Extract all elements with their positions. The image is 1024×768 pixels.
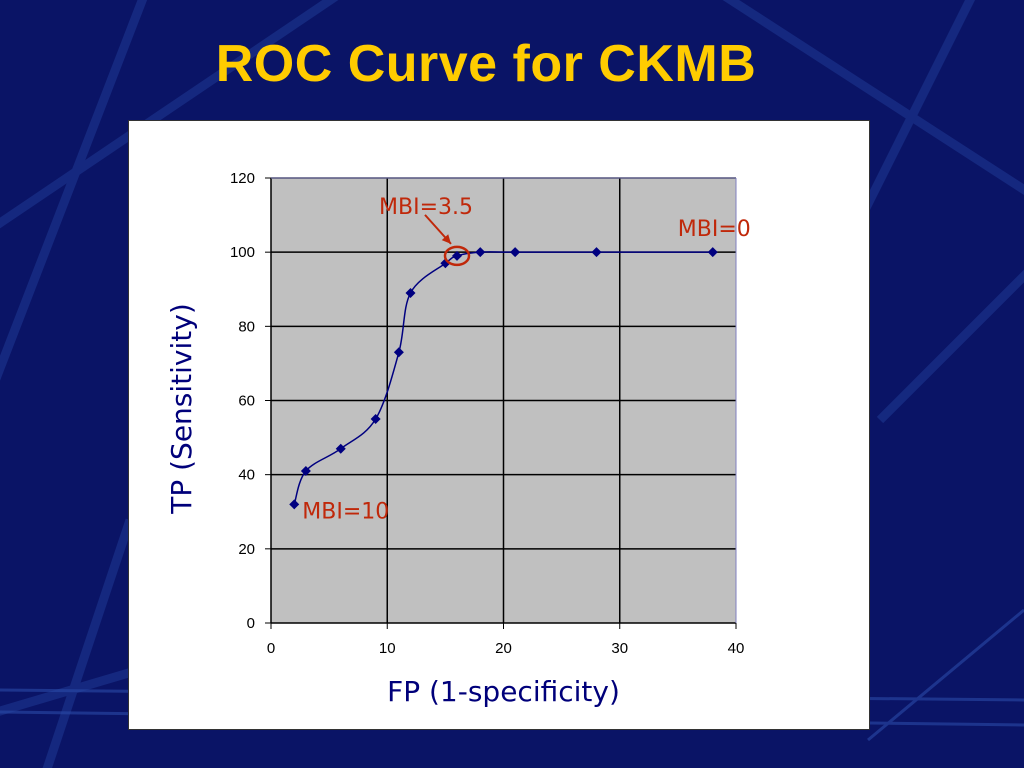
x-tick-label: 40 <box>728 640 745 657</box>
data-point-marker <box>707 247 718 258</box>
y-tick-label: 20 <box>238 541 255 558</box>
x-tick-label: 10 <box>379 640 396 657</box>
y-tick-label: 80 <box>238 318 255 335</box>
x-tick-label: 0 <box>267 640 275 657</box>
x-tick-label: 30 <box>611 640 628 657</box>
y-tick-label: 0 <box>247 615 255 632</box>
data-point-marker <box>370 414 381 425</box>
annotation-label: MBI=10 <box>302 499 389 524</box>
data-point-marker <box>405 287 416 298</box>
data-point-marker <box>452 250 462 261</box>
axes <box>265 177 737 629</box>
data-point-marker <box>393 347 404 358</box>
x-axis-title: FP (1-specificity) <box>387 675 620 708</box>
x-tick-label: 20 <box>495 640 512 657</box>
roc-data-points <box>289 247 718 510</box>
data-point-marker <box>300 465 311 476</box>
roc-chart: 0 20 40 60 80 100 120 0 10 20 30 40 MBI=10MBI=3.5MB… <box>165 170 751 708</box>
data-point-marker <box>289 499 300 510</box>
annotation-arrowhead <box>441 234 451 244</box>
data-point-marker <box>591 247 602 258</box>
highlight-circle <box>443 245 471 267</box>
tick-labels: 0 20 40 60 80 100 120 0 10 20 30 40 <box>230 170 744 657</box>
y-axis-title: TP (Sensitivity) <box>165 303 198 515</box>
y-tick-label: 60 <box>238 393 255 410</box>
data-point-marker <box>510 247 521 258</box>
chart-panel: 0 20 40 60 80 100 120 0 10 20 30 40 MBI=10 MBI=3.5 MB… <box>128 120 870 730</box>
annotation-label: MBI=0 <box>678 217 751 242</box>
y-tick-label: 120 <box>230 170 255 187</box>
y-tick-label: 40 <box>238 467 255 484</box>
data-point-marker <box>475 247 486 258</box>
y-tick-label: 100 <box>230 244 255 261</box>
slide-title: ROC Curve for CKMB <box>215 35 757 93</box>
data-point-marker <box>335 443 346 454</box>
